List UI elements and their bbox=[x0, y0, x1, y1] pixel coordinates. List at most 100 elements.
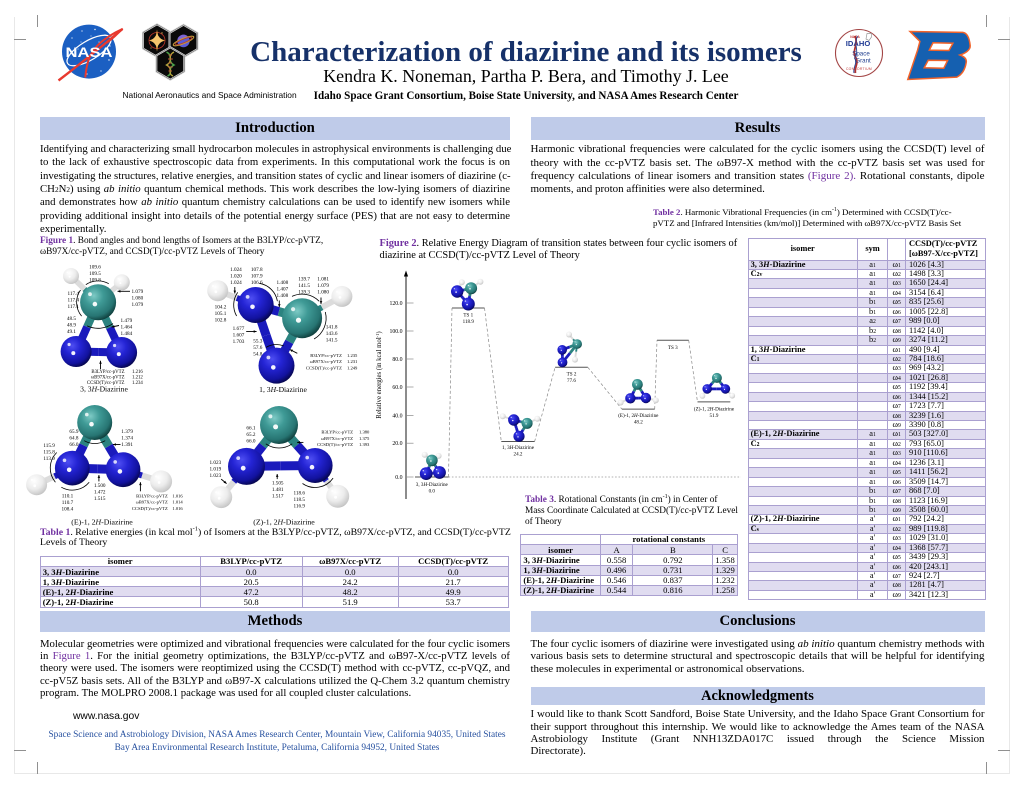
svg-text:107.8: 107.8 bbox=[251, 267, 263, 273]
svg-text:1.079: 1.079 bbox=[132, 289, 144, 295]
svg-text:1.081: 1.081 bbox=[317, 277, 329, 283]
svg-text:66.0: 66.0 bbox=[69, 442, 78, 448]
svg-text:1.234: 1.234 bbox=[132, 381, 143, 386]
svg-text:ωB97X/cc-pVTZ: ωB97X/cc-pVTZ bbox=[91, 376, 125, 381]
svg-text:141.5: 141.5 bbox=[298, 283, 310, 289]
svg-text:108.4: 108.4 bbox=[62, 506, 74, 512]
svg-text:1.014: 1.014 bbox=[172, 500, 183, 505]
svg-text:48.2: 48.2 bbox=[634, 420, 643, 426]
svg-text:1.016: 1.016 bbox=[172, 506, 183, 511]
svg-text:CCSD(T)/cc-pVTZ: CCSD(T)/cc-pVTZ bbox=[87, 381, 125, 386]
svg-text:1.231: 1.231 bbox=[347, 359, 358, 364]
svg-text:116.9: 116.9 bbox=[294, 503, 306, 509]
svg-text:(E)-1, 2H-Diazirine: (E)-1, 2H-Diazirine bbox=[71, 518, 133, 527]
svg-text:57.6: 57.6 bbox=[253, 345, 262, 351]
svg-text:48.9: 48.9 bbox=[67, 322, 76, 328]
svg-text:55.3: 55.3 bbox=[253, 339, 262, 345]
svg-text:1.391: 1.391 bbox=[121, 442, 133, 448]
svg-text:1.407: 1.407 bbox=[277, 286, 289, 292]
svg-text:48.5: 48.5 bbox=[67, 316, 76, 322]
svg-text:40.0: 40.0 bbox=[392, 413, 402, 419]
svg-text:1.515: 1.515 bbox=[94, 496, 106, 502]
svg-text:(Z)-1, 2H-Diazirine: (Z)-1, 2H-Diazirine bbox=[253, 518, 315, 527]
svg-text:1.024: 1.024 bbox=[230, 280, 242, 286]
svg-text:3, 3H-Diazirine: 3, 3H-Diazirine bbox=[80, 385, 128, 394]
svg-text:1.464: 1.464 bbox=[121, 324, 133, 330]
svg-text:1.607: 1.607 bbox=[233, 332, 245, 338]
svg-text:1.374: 1.374 bbox=[121, 435, 133, 441]
svg-text:1.408: 1.408 bbox=[277, 293, 289, 299]
svg-text:1.020: 1.020 bbox=[230, 273, 242, 279]
svg-text:139.3: 139.3 bbox=[298, 289, 310, 295]
svg-text:Relative energies (in kcal mol: Relative energies (in kcal mol-1) bbox=[375, 331, 384, 418]
svg-text:105.1: 105.1 bbox=[215, 311, 227, 317]
svg-text:1.472: 1.472 bbox=[94, 489, 106, 495]
svg-text:0.0: 0.0 bbox=[395, 475, 402, 481]
svg-text:141.5: 141.5 bbox=[326, 337, 338, 343]
svg-text:CCSD(T)/cc-pVTZ: CCSD(T)/cc-pVTZ bbox=[306, 365, 342, 370]
svg-text:1.212: 1.212 bbox=[132, 376, 143, 381]
svg-text:1, 3H-Diazirine: 1, 3H-Diazirine bbox=[259, 385, 307, 394]
svg-text:104.2: 104.2 bbox=[215, 305, 227, 311]
svg-text:65.2: 65.2 bbox=[246, 432, 255, 438]
svg-text:80.0: 80.0 bbox=[392, 357, 402, 363]
svg-text:117.4: 117.4 bbox=[68, 297, 80, 303]
svg-text:ωB97X/cc-pVTZ: ωB97X/cc-pVTZ bbox=[321, 436, 353, 441]
svg-text:3, 3H-Diazirine: 3, 3H-Diazirine bbox=[416, 482, 449, 488]
svg-text:118.9: 118.9 bbox=[463, 319, 475, 325]
svg-text:120.0: 120.0 bbox=[389, 301, 402, 307]
svg-text:1.379: 1.379 bbox=[121, 429, 133, 435]
svg-text:1.505: 1.505 bbox=[272, 481, 284, 487]
svg-text:1.393: 1.393 bbox=[359, 442, 370, 447]
svg-text:1.481: 1.481 bbox=[272, 487, 284, 493]
svg-text:CONSORTIUM: CONSORTIUM bbox=[846, 67, 872, 71]
svg-text:B3LYP/cc-pVTZ: B3LYP/cc-pVTZ bbox=[321, 430, 353, 435]
svg-text:66.0: 66.0 bbox=[246, 438, 255, 444]
svg-text:TS 2: TS 2 bbox=[567, 372, 577, 378]
svg-text:1.479: 1.479 bbox=[121, 318, 133, 324]
svg-text:54.8: 54.8 bbox=[253, 351, 262, 357]
svg-text:115.8: 115.8 bbox=[43, 449, 55, 455]
svg-text:Grant: Grant bbox=[855, 58, 871, 65]
svg-text:1.677: 1.677 bbox=[233, 326, 245, 332]
svg-text:1.080: 1.080 bbox=[317, 289, 329, 295]
svg-text:1.703: 1.703 bbox=[233, 339, 245, 345]
svg-text:106.6: 106.6 bbox=[251, 280, 263, 286]
svg-text:139.7: 139.7 bbox=[298, 277, 310, 283]
svg-text:1.016: 1.016 bbox=[172, 494, 183, 499]
svg-text:1.079: 1.079 bbox=[132, 302, 144, 308]
svg-text:110.7: 110.7 bbox=[62, 500, 74, 506]
svg-text:1.216: 1.216 bbox=[132, 370, 143, 375]
svg-text:IDAHO: IDAHO bbox=[846, 39, 871, 48]
svg-text:102.8: 102.8 bbox=[215, 317, 227, 323]
svg-text:(E)-1, 2H-Diazirine: (E)-1, 2H-Diazirine bbox=[618, 412, 659, 419]
svg-text:1.408: 1.408 bbox=[277, 280, 289, 286]
svg-text:143.6: 143.6 bbox=[326, 331, 338, 337]
svg-text:1.019: 1.019 bbox=[210, 466, 222, 472]
svg-text:109.5: 109.5 bbox=[89, 271, 101, 277]
svg-text:20.0: 20.0 bbox=[392, 441, 402, 447]
svg-text:66.1: 66.1 bbox=[246, 426, 255, 432]
svg-text:117.1: 117.1 bbox=[68, 304, 80, 310]
svg-text:ωB97X/cc-pVTZ: ωB97X/cc-pVTZ bbox=[310, 359, 342, 364]
svg-text:TS 1: TS 1 bbox=[463, 313, 473, 319]
svg-text:141.8: 141.8 bbox=[326, 325, 338, 331]
svg-text:110.1: 110.1 bbox=[62, 494, 74, 500]
svg-text:1.079: 1.079 bbox=[317, 283, 329, 289]
svg-text:1.375: 1.375 bbox=[359, 436, 370, 441]
svg-text:TS 3: TS 3 bbox=[668, 345, 678, 351]
svg-text:B3LYP/cc-pVTZ: B3LYP/cc-pVTZ bbox=[91, 370, 124, 375]
svg-text:1.023: 1.023 bbox=[210, 460, 222, 466]
svg-text:51.9: 51.9 bbox=[710, 413, 719, 419]
svg-text:1.517: 1.517 bbox=[272, 493, 284, 499]
svg-text:109.8: 109.8 bbox=[89, 277, 101, 283]
svg-text:60.0: 60.0 bbox=[392, 385, 402, 391]
svg-text:1.024: 1.024 bbox=[230, 267, 242, 273]
svg-text:Space: Space bbox=[852, 51, 870, 58]
svg-text:113.9: 113.9 bbox=[43, 456, 55, 462]
svg-text:1.023: 1.023 bbox=[210, 473, 222, 479]
svg-text:1.484: 1.484 bbox=[121, 331, 133, 337]
svg-text:117.4: 117.4 bbox=[68, 291, 80, 297]
svg-text:64.8: 64.8 bbox=[69, 435, 78, 441]
svg-text:115.9: 115.9 bbox=[43, 443, 55, 449]
